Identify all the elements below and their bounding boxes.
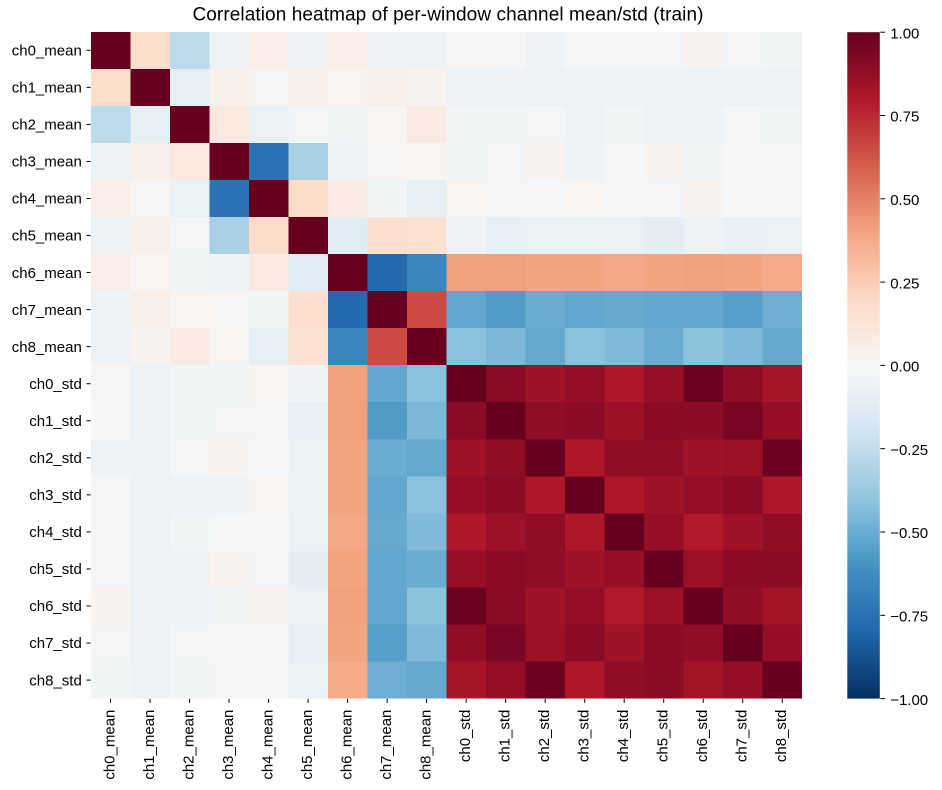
svg-text:0.00: 0.00 (890, 359, 919, 376)
svg-text:ch0_mean: ch0_mean (12, 43, 82, 60)
svg-text:ch2_std: ch2_std (29, 450, 82, 467)
svg-text:ch3_mean: ch3_mean (220, 710, 237, 780)
svg-text:ch6_mean: ch6_mean (338, 710, 355, 780)
svg-text:ch1_mean: ch1_mean (141, 710, 158, 780)
svg-text:ch7_mean: ch7_mean (378, 710, 395, 780)
svg-text:ch4_mean: ch4_mean (12, 191, 82, 208)
svg-text:ch3_std: ch3_std (575, 710, 592, 763)
svg-text:ch5_mean: ch5_mean (12, 228, 82, 245)
svg-text:ch6_std: ch6_std (29, 598, 82, 615)
svg-text:ch4_std: ch4_std (29, 524, 82, 541)
svg-text:ch2_std: ch2_std (536, 710, 553, 763)
svg-text:ch3_mean: ch3_mean (12, 154, 82, 171)
svg-text:ch5_mean: ch5_mean (299, 710, 316, 780)
svg-text:ch1_mean: ch1_mean (12, 80, 82, 97)
svg-text:ch6_mean: ch6_mean (12, 265, 82, 282)
svg-text:ch7_std: ch7_std (733, 710, 750, 763)
svg-text:0.25: 0.25 (890, 275, 919, 292)
svg-text:−0.75: −0.75 (890, 609, 928, 626)
svg-text:ch0_mean: ch0_mean (101, 710, 118, 780)
svg-text:−1.00: −1.00 (890, 692, 928, 709)
svg-text:ch6_std: ch6_std (694, 710, 711, 763)
svg-text:1.00: 1.00 (890, 25, 919, 42)
svg-text:−0.25: −0.25 (890, 442, 928, 459)
svg-text:ch1_std: ch1_std (29, 413, 82, 430)
svg-text:ch4_std: ch4_std (615, 710, 632, 763)
svg-text:ch8_mean: ch8_mean (12, 339, 82, 356)
svg-text:−0.50: −0.50 (890, 525, 928, 542)
svg-text:ch8_mean: ch8_mean (417, 710, 434, 780)
svg-text:ch5_std: ch5_std (654, 710, 671, 763)
svg-text:ch5_std: ch5_std (29, 561, 82, 578)
svg-text:Correlation heatmap of per-win: Correlation heatmap of per-window channe… (192, 5, 703, 26)
svg-text:ch0_std: ch0_std (29, 376, 82, 393)
svg-text:ch2_mean: ch2_mean (12, 117, 82, 134)
svg-text:ch2_mean: ch2_mean (180, 710, 197, 780)
svg-text:ch8_std: ch8_std (773, 710, 790, 763)
svg-text:ch8_std: ch8_std (29, 672, 82, 689)
svg-text:ch1_std: ch1_std (496, 710, 513, 763)
svg-text:ch7_std: ch7_std (29, 635, 82, 652)
svg-text:ch0_std: ch0_std (457, 710, 474, 763)
svg-text:ch4_mean: ch4_mean (259, 710, 276, 780)
svg-text:ch7_mean: ch7_mean (12, 302, 82, 319)
svg-text:0.75: 0.75 (890, 109, 919, 126)
svg-text:0.50: 0.50 (890, 192, 919, 209)
svg-text:ch3_std: ch3_std (29, 487, 82, 504)
